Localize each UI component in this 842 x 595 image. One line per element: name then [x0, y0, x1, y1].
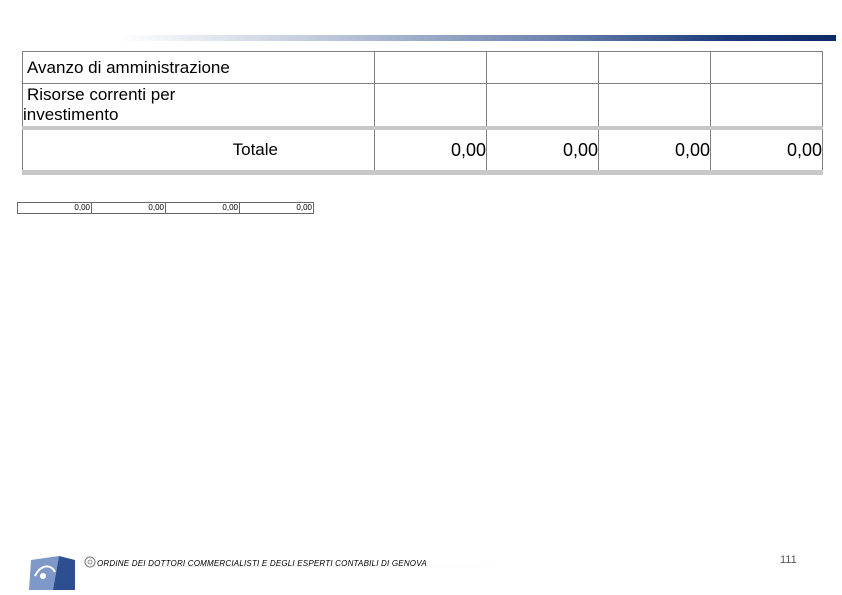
budget-table: Avanzo di amministrazione Risorse corren…: [22, 51, 823, 175]
row-label-line: investimento: [23, 105, 119, 124]
total-row: Totale 0,00 0,00 0,00 0,00: [22, 127, 823, 175]
mini-summary-table: 0,00 0,00 0,00 0,00: [17, 202, 314, 214]
row-label-line: Risorse correnti per: [27, 85, 176, 104]
page-number: 111: [780, 554, 797, 566]
table-cell: [710, 51, 823, 84]
row-label-risorse: Risorse correnti per investimento: [22, 83, 375, 130]
total-value: 0,00: [374, 127, 487, 175]
table-cell: [710, 83, 823, 130]
row-label-avanzo: Avanzo di amministrazione: [22, 51, 375, 84]
table-cell: [374, 51, 487, 84]
table-row: Risorse correnti per investimento: [22, 83, 823, 130]
footer-organization: ORDINE DEI DOTTORI COMMERCIALISTI E DEGL…: [97, 559, 427, 568]
footer-divider: [150, 566, 520, 567]
mini-value: 0,00: [91, 202, 166, 214]
total-value: 0,00: [486, 127, 599, 175]
table-row: 0,00 0,00 0,00 0,00: [17, 202, 314, 214]
table-row: Avanzo di amministrazione: [22, 51, 823, 84]
total-value: 0,00: [710, 127, 823, 175]
total-value: 0,00: [598, 127, 711, 175]
table-cell: [486, 83, 599, 130]
mini-value: 0,00: [239, 202, 314, 214]
total-label: Totale: [22, 127, 375, 175]
header-gradient-rule: [118, 35, 836, 41]
odcec-logo-icon: [29, 556, 75, 590]
table-cell: [486, 51, 599, 84]
seal-icon: [84, 556, 96, 568]
mini-value: 0,00: [165, 202, 240, 214]
table-cell: [598, 51, 711, 84]
mini-value: 0,00: [17, 202, 92, 214]
table-cell: [598, 83, 711, 130]
table-cell: [374, 83, 487, 130]
